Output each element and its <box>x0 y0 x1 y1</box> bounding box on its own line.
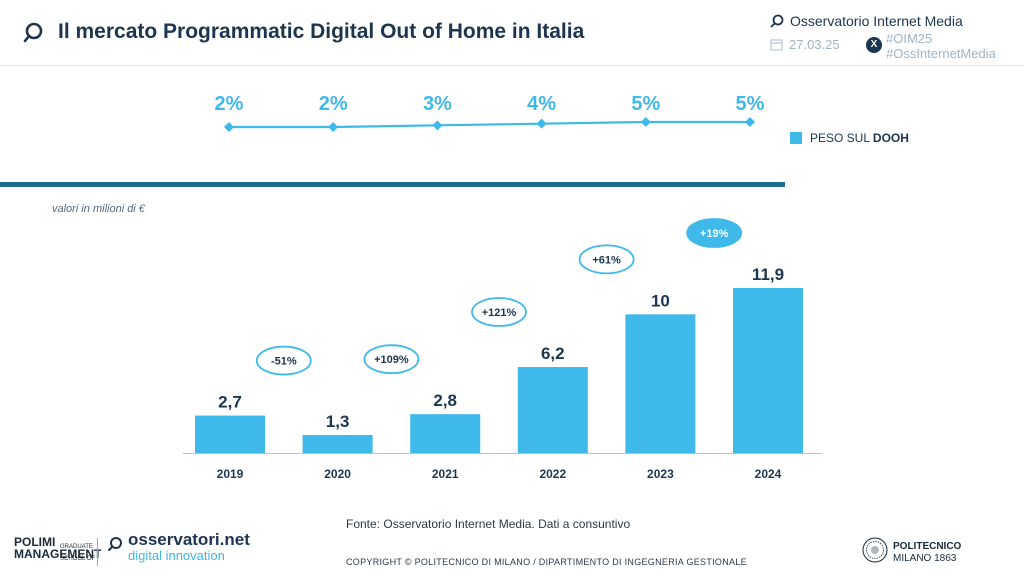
bar-value-2024: 11,9 <box>752 265 784 284</box>
share-line-chart: 2% 2% 3% 4% 5% 5% <box>215 93 765 132</box>
brand-header: Osservatorio Internet Media <box>770 12 1010 30</box>
market-bar-chart: 2,7 2019 1,3 2020 2,8 2021 6,2 2022 10 2023 11,9 20… <box>183 218 822 481</box>
polimi-logo-text: POLITECNICO MILANO 1863 <box>893 541 962 564</box>
osservatori-logo-icon <box>108 537 122 551</box>
osservatori-logo-subtitle: digital innovation <box>128 548 225 563</box>
x-tick-2021: 2021 <box>432 467 459 481</box>
growth-label-2020: -51% <box>271 356 297 368</box>
event-date: 27.03.25 <box>789 37 840 52</box>
x-tick-2019: 2019 <box>217 467 244 481</box>
bar-value-2023: 10 <box>651 291 670 310</box>
bar-2020 <box>302 434 373 453</box>
bar-2019 <box>195 415 265 453</box>
legend-swatch <box>790 132 802 144</box>
bar-value-2021: 2,8 <box>433 391 457 410</box>
polimi-seal-icon <box>862 537 888 563</box>
copyright-note: COPYRIGHT © POLITECNICO DI MILANO / DIPA… <box>346 557 747 567</box>
bar-2022 <box>517 367 588 453</box>
bar-value-2020: 1,3 <box>326 412 350 431</box>
x-logo-icon: X <box>866 37 882 53</box>
x-tick-2020: 2020 <box>324 467 351 481</box>
source-note: Fonte: Osservatorio Internet Media. Dati… <box>346 517 631 531</box>
hashtag-event: #OIM25 <box>886 31 933 46</box>
date-block: 27.03.25 <box>770 37 840 52</box>
legend-label: PESO SUL DOOH <box>810 131 909 145</box>
growth-label-2022: +121% <box>482 307 517 319</box>
x-tick-2022: 2022 <box>539 467 566 481</box>
footer-divider <box>97 538 98 566</box>
bar-2021 <box>410 414 481 453</box>
header-divider <box>0 65 1024 66</box>
page-title: Il mercato Programmatic Digital Out of H… <box>58 20 585 43</box>
osservatori-logo-text: osservatori.net <box>128 530 250 549</box>
x-tick-2024: 2024 <box>755 467 782 481</box>
growth-badge-2023 <box>578 244 635 275</box>
hashtag-brand: #OssInternetMedia <box>886 46 996 61</box>
polimi-management-logo: POLIMI GRADUATE SCHOOL OF MANAGEMENT <box>14 535 102 562</box>
line-legend: PESO SUL DOOH <box>790 131 909 145</box>
share-point-2019 <box>224 122 234 132</box>
share-point-2023 <box>640 117 651 127</box>
x-tick-2023: 2023 <box>647 467 674 481</box>
growth-badge-2024 <box>686 218 743 248</box>
share-point-2024 <box>745 117 755 127</box>
share-point-2022 <box>536 118 547 129</box>
share-series-line <box>229 120 750 129</box>
growth-label-2021: +109% <box>374 354 409 366</box>
share-point-2020 <box>328 122 339 132</box>
calendar-icon <box>770 39 783 51</box>
share-label-2020: 2% <box>319 93 348 115</box>
growth-label-2023: +61% <box>592 254 621 266</box>
bar-value-2019: 2,7 <box>218 393 242 412</box>
share-label-2021: 3% <box>423 93 452 115</box>
growth-badge-2022 <box>471 297 527 327</box>
bar-value-2022: 6,2 <box>541 344 565 363</box>
bar-2024 <box>733 288 803 453</box>
brand-logo-icon <box>770 14 784 28</box>
share-label-2022: 4% <box>527 93 556 115</box>
units-note: valori in milioni di € <box>52 203 145 215</box>
share-label-2024: 5% <box>736 93 765 115</box>
bar-2023 <box>625 314 696 453</box>
brand-name: Osservatorio Internet Media <box>790 13 963 29</box>
hashtags: #OIM25 #OssInternetMedia <box>886 31 996 61</box>
section-divider-bar <box>0 182 785 187</box>
growth-label-2024: +19% <box>700 228 729 240</box>
growth-badge-2020 <box>255 345 312 376</box>
share-point-2021 <box>432 120 443 131</box>
search-logo-icon <box>23 22 43 43</box>
growth-badge-2021 <box>363 344 420 375</box>
share-label-2023: 5% <box>631 93 660 115</box>
share-label-2019: 2% <box>215 93 244 115</box>
